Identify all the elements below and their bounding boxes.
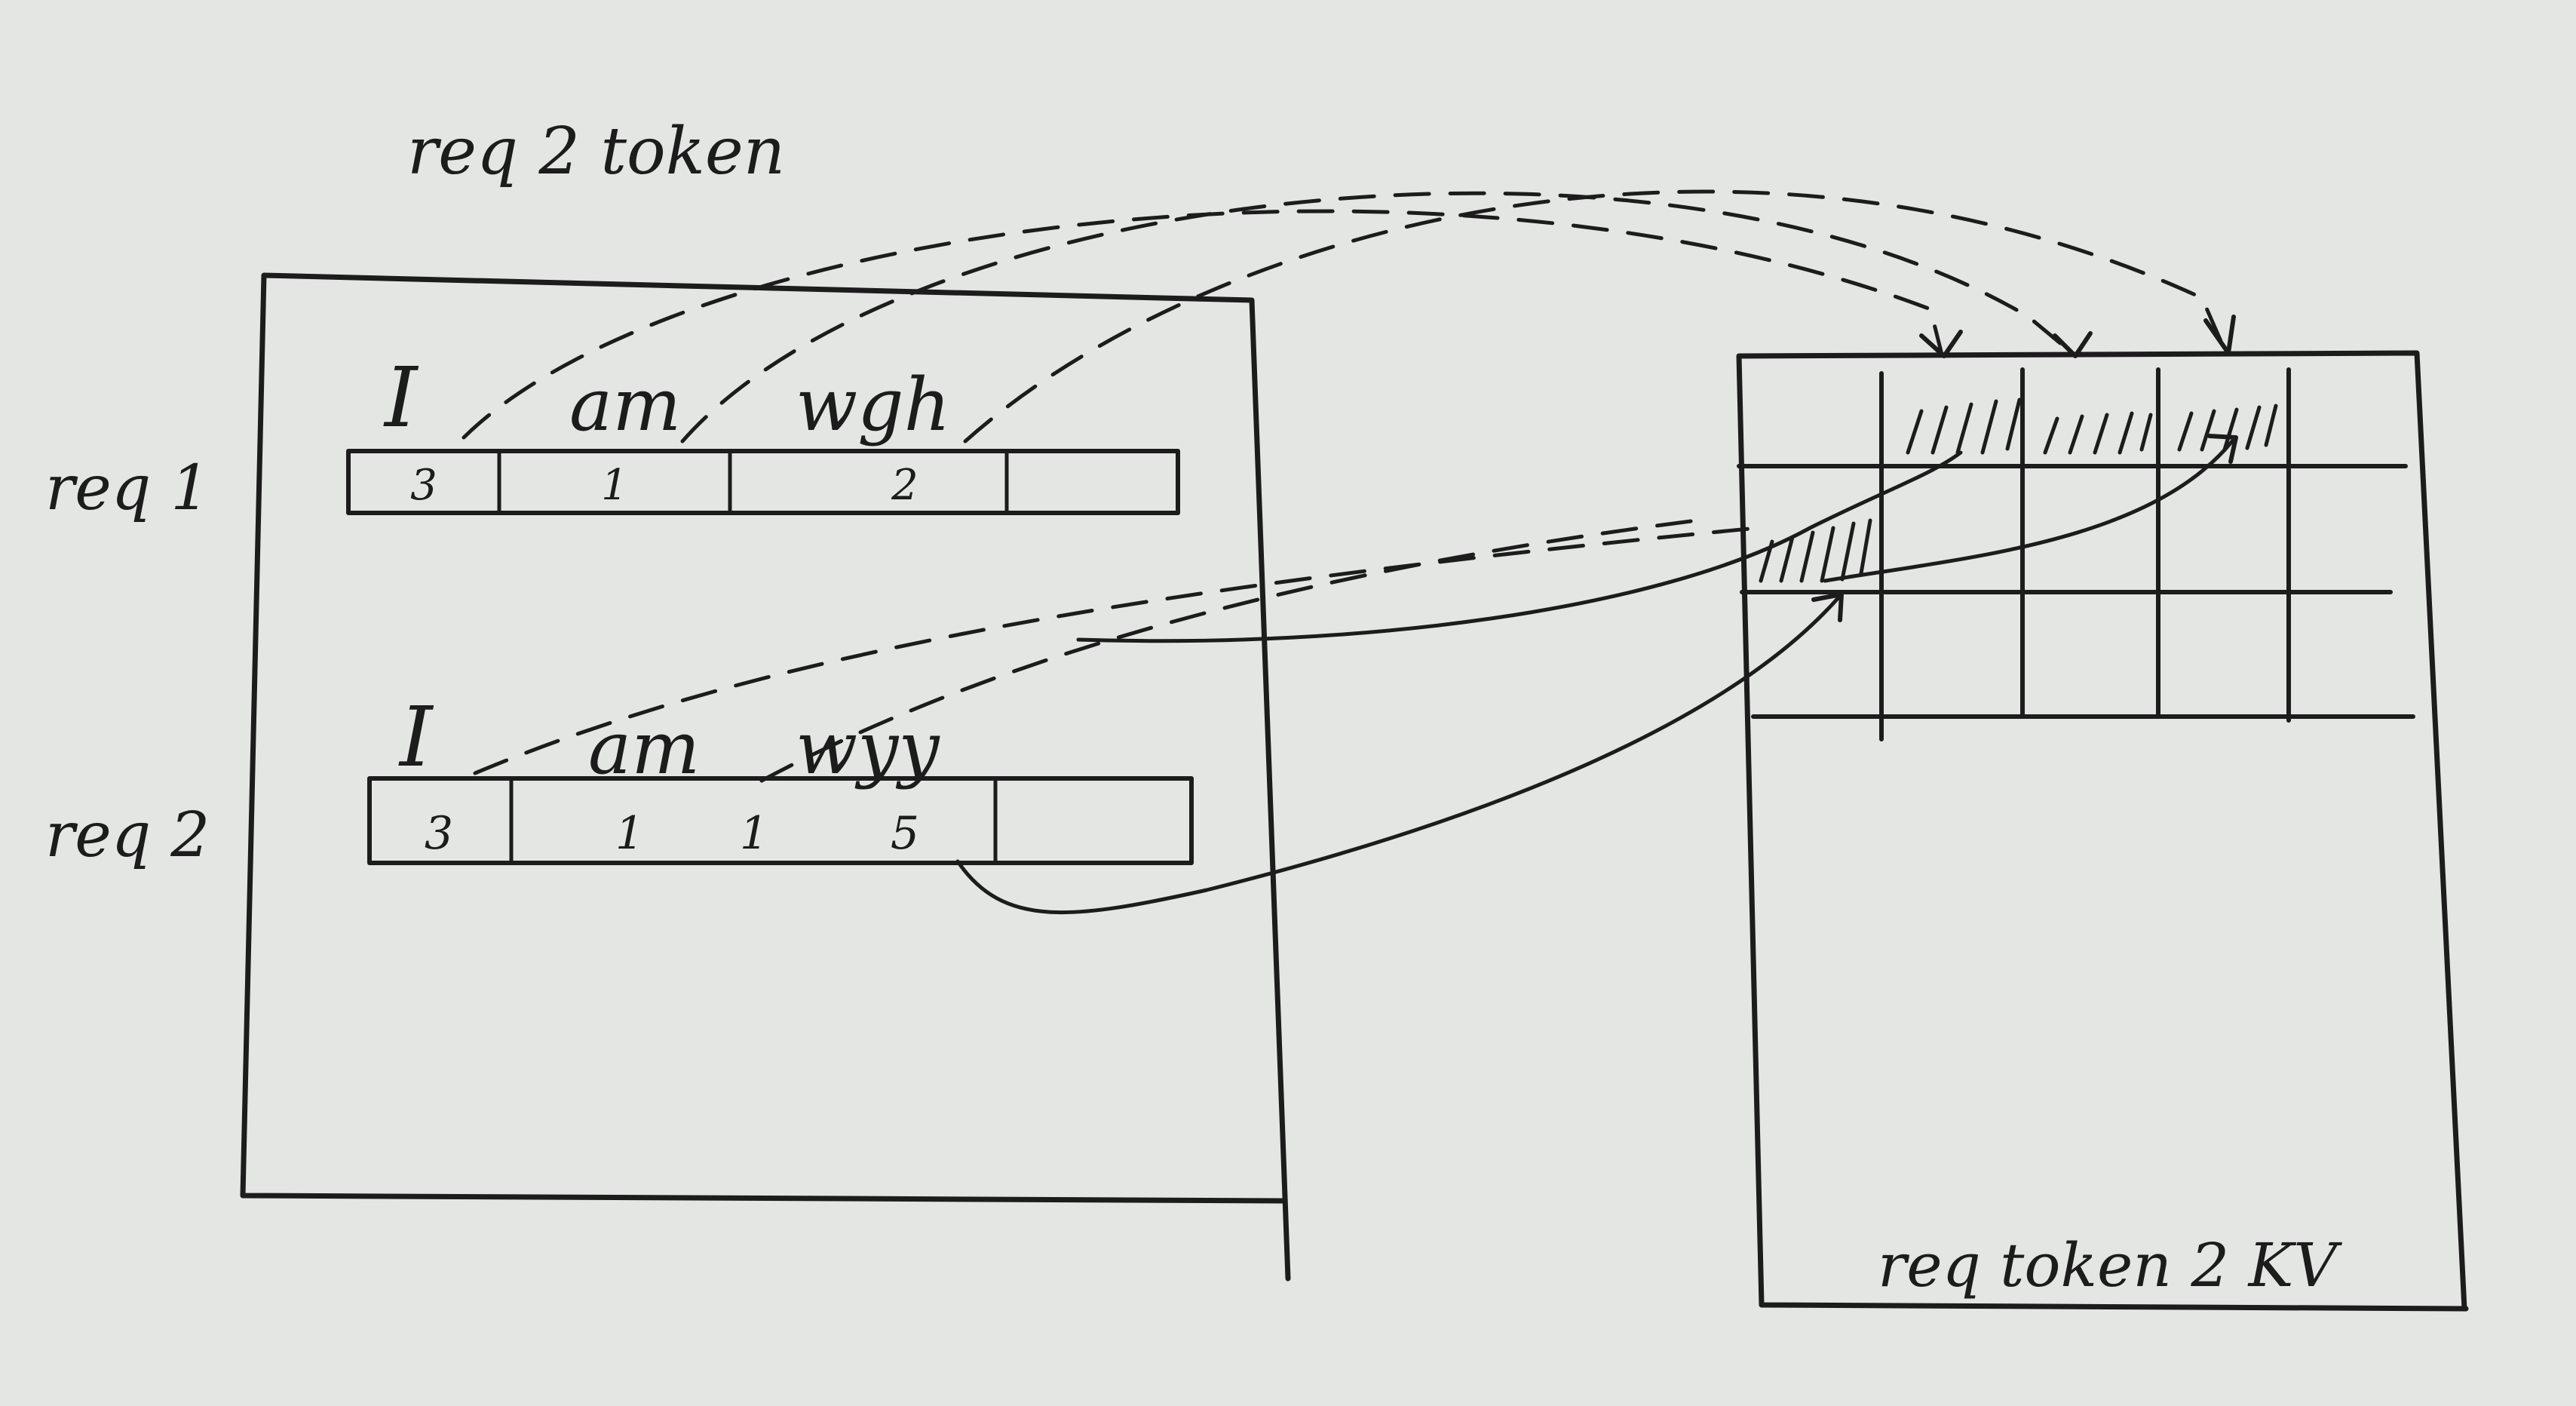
index-cell-1-3: 2 bbox=[891, 461, 918, 510]
req-to-token-panel: req 1 I am wgh 3 1 2 req 2 I am wyy 3 1 … bbox=[45, 272, 1291, 1282]
request-label-1: req 1 bbox=[45, 453, 210, 524]
dashed-mapping-arrows bbox=[462, 189, 2236, 783]
kv-slot-used-4 bbox=[1759, 518, 1872, 583]
token-1-2: am bbox=[569, 363, 681, 447]
token-1-3: wgh bbox=[796, 363, 950, 447]
kv-panel-label: req token 2 KV bbox=[1878, 1230, 2342, 1300]
kv-slot-used-2 bbox=[2043, 411, 2153, 455]
request-row-2: req 2 I am wyy 3 1 1 5 bbox=[45, 689, 1194, 871]
request-label-2: req 2 bbox=[45, 800, 210, 871]
token-index-array-1 bbox=[346, 449, 1180, 515]
diagram-title: req 2 token bbox=[407, 114, 785, 189]
token-1-1: I bbox=[383, 349, 419, 446]
index-cell-2-3: 1 bbox=[740, 807, 768, 860]
token-index-array-2 bbox=[367, 776, 1194, 865]
solid-mapping-arrows bbox=[955, 434, 2238, 915]
index-cell-1-1: 3 bbox=[410, 461, 437, 510]
index-cell-1-2: 1 bbox=[601, 461, 628, 510]
kv-grid bbox=[1737, 367, 2415, 741]
kv-slot-used-3 bbox=[2177, 404, 2278, 452]
index-cell-2-1: 3 bbox=[425, 807, 453, 860]
request-row-1: req 1 I am wgh 3 1 2 bbox=[45, 349, 1180, 524]
index-cell-2-4: 5 bbox=[891, 807, 919, 860]
index-cell-2-2: 1 bbox=[615, 807, 644, 860]
token-2-1: I bbox=[398, 689, 434, 785]
kv-slot-used-1 bbox=[1906, 398, 2022, 455]
token-to-kv-panel: req token 2 KV bbox=[1736, 350, 2469, 1312]
